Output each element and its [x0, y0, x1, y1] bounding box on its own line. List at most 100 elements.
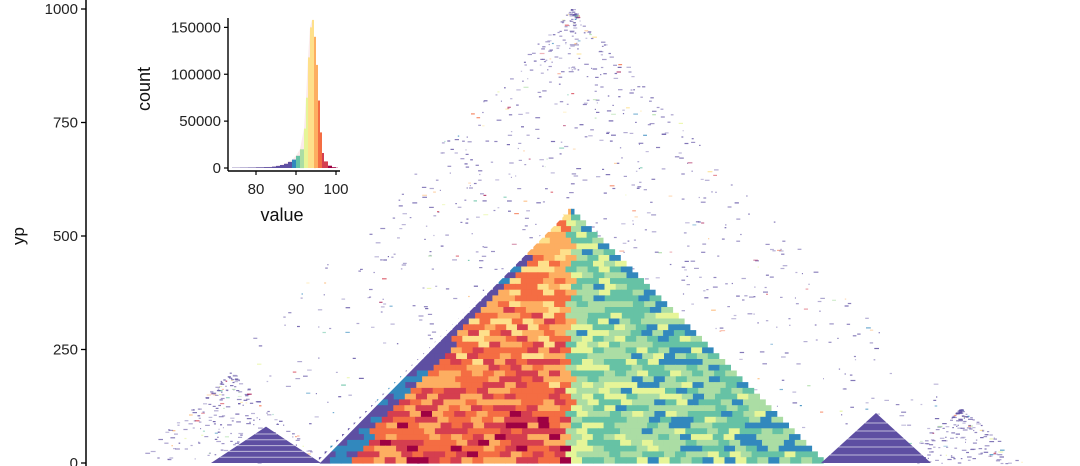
dense-cell: [783, 439, 796, 447]
dense-cell: [520, 278, 533, 285]
dense-cell: [559, 295, 572, 302]
sparse-cell-0: [549, 58, 552, 60]
sparse-cell-1: [238, 436, 243, 438]
sparse-cell-0: [527, 53, 532, 56]
dense-cell: [734, 422, 746, 429]
sparse-cell-0: [609, 140, 613, 142]
dense-cell: [526, 272, 539, 279]
dense-cell: [734, 434, 746, 441]
dense-cell: [665, 387, 677, 395]
sparse-cell-0: [307, 369, 312, 371]
dense-cell: [520, 301, 533, 308]
sparse-cell-0: [493, 209, 496, 212]
dense-cell: [738, 416, 750, 424]
dense-cell: [576, 428, 588, 435]
sparse-cell-0: [570, 45, 575, 47]
sparse-cell-2: [994, 451, 997, 453]
sparse-cell-0: [317, 309, 323, 311]
dense-cell: [434, 341, 447, 349]
dense-cell: [603, 434, 616, 441]
dense-cell: [571, 445, 583, 453]
dense-cell: [560, 237, 572, 245]
sparse-cell-0: [558, 57, 563, 59]
dense-cell: [593, 260, 605, 268]
sparse-cell-0: [479, 173, 481, 176]
dense-cell: [647, 347, 659, 354]
sparse-cell-0: [574, 38, 579, 40]
dense-cell: [670, 382, 682, 389]
dense-cell: [685, 439, 698, 447]
sparse-cell-0: [603, 44, 606, 46]
dense-cell: [631, 364, 644, 372]
dense-cell: [559, 405, 572, 412]
dense-cell: [668, 324, 680, 331]
sparse-cell-0: [978, 448, 983, 450]
dense-cell: [473, 324, 486, 331]
histogram-bar: [300, 149, 304, 169]
dense-cell: [665, 399, 677, 406]
dense-cell: [497, 301, 510, 308]
sparse-cell-1: [219, 399, 223, 401]
dense-cell: [548, 382, 561, 389]
dense-cell: [429, 422, 442, 429]
dense-cell: [347, 439, 359, 447]
sparse-cell-0: [390, 323, 395, 325]
sparse-cell-2: [935, 459, 939, 461]
dense-cell: [576, 330, 588, 337]
dense-cell: [494, 335, 507, 343]
sparse-cell-0: [703, 197, 707, 199]
dense-cell: [680, 434, 692, 441]
sparse-cell-0: [638, 143, 640, 145]
dense-cell: [598, 364, 611, 372]
sparse-cell-0: [468, 182, 471, 184]
dense-cell: [592, 445, 605, 453]
sparse-cell-0: [776, 405, 778, 407]
dense-cell: [565, 231, 577, 239]
sparse-cell-0: [618, 96, 621, 98]
sparse-cell-0: [740, 233, 742, 236]
sparse-cell-0: [640, 96, 643, 98]
sparse-cell-1: [207, 454, 210, 456]
dense-cell: [554, 312, 566, 320]
dense-cell: [643, 289, 656, 297]
sparse-cell-2: [928, 461, 932, 463]
sparse-cell-2: [952, 427, 954, 429]
sparse-cell-1: [202, 430, 205, 432]
sparse-cell-0: [584, 30, 589, 32]
sparse-cell-0: [592, 68, 598, 70]
dense-cell: [642, 439, 654, 447]
dense-cell: [449, 393, 461, 401]
dense-cell: [626, 370, 638, 377]
histogram-y-tick-label: 100000: [171, 66, 221, 83]
sparse-cell-0: [548, 43, 550, 46]
sparse-cell-0: [763, 291, 768, 293]
sparse-cell-0: [541, 58, 544, 60]
dense-cell: [446, 330, 458, 337]
dense-cell: [458, 318, 470, 325]
sparse-cell-0: [586, 31, 589, 33]
sparse-cell-0: [871, 397, 875, 399]
sparse-cell-1: [247, 388, 251, 390]
dense-cell: [725, 382, 738, 389]
sparse-cell-0: [734, 202, 739, 204]
sparse-cell-0: [266, 380, 269, 383]
dense-cell: [418, 422, 431, 429]
dense-cell: [351, 457, 364, 464]
dense-cell: [704, 405, 716, 412]
dense-cell: [426, 405, 439, 412]
dense-cell: [516, 335, 529, 343]
dense-cell: [504, 272, 517, 279]
dense-cell: [652, 341, 665, 349]
dense-cell: [532, 255, 545, 262]
dense-cell: [718, 439, 730, 447]
sparse-cell-1: [208, 403, 212, 405]
dense-cell: [417, 457, 430, 464]
sparse-cell-0: [808, 283, 810, 285]
sparse-cell-0: [469, 187, 473, 189]
dense-cell: [641, 428, 654, 435]
dense-cell: [654, 387, 666, 395]
sparse-cell-0: [633, 247, 638, 249]
sparse-cell-0: [568, 71, 574, 73]
sparse-cell-0: [668, 195, 673, 197]
sparse-cell-0: [465, 166, 470, 168]
